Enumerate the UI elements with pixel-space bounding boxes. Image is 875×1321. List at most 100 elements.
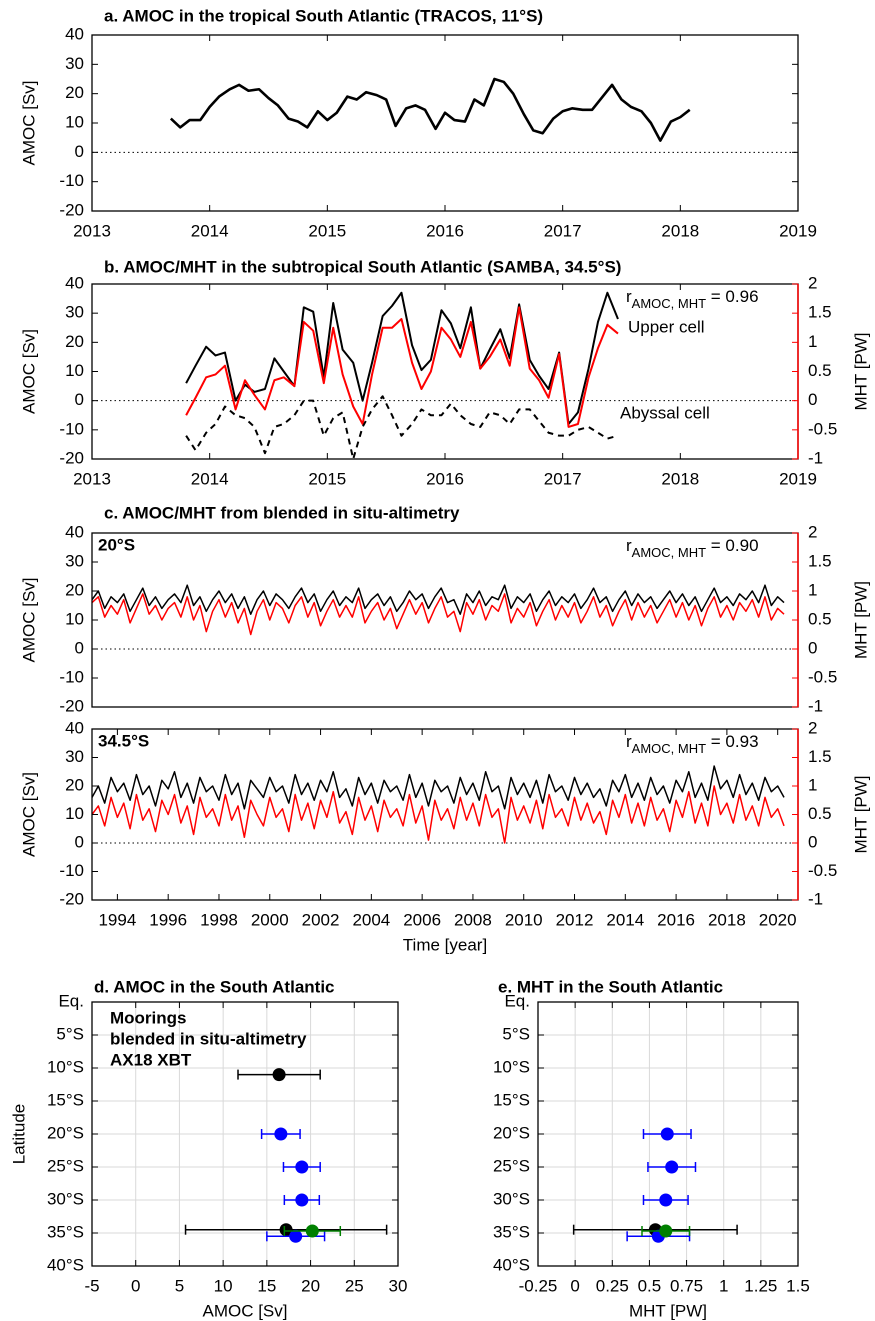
y-tick-label: -20 [59,889,84,908]
panel-label: 20°S [98,535,135,554]
y2-tick-label: 0.5 [808,361,832,380]
panel-title: a. AMOC in the tropical South Atlantic (… [104,6,543,25]
y-axis-label: AMOC [Sv] [19,577,38,662]
y2-tick-label: 0.5 [808,804,832,823]
y2-axis-label: MHT [PW] [851,332,870,410]
y2-axis-label: MHT [PW] [851,581,870,659]
y-tick-label: 10°S [47,1057,84,1076]
y-axis-label: AMOC [Sv] [19,772,38,857]
y2-tick-label: 2 [808,522,817,541]
point [274,1127,288,1141]
y2-tick-label: -1 [808,448,823,467]
series-line [169,77,691,142]
x-tick-label: 2000 [251,910,289,929]
series-line [91,593,785,636]
x-tick-label: 1.5 [786,1276,810,1295]
x-tick-label: 2016 [426,221,464,240]
y2-tick-label: 1.5 [808,747,832,766]
x-tick-label: 10 [214,1276,233,1295]
y-tick-label: 40 [65,522,84,541]
x-tick-label: 2012 [556,910,594,929]
y-tick-label: 0 [75,390,84,409]
x-tick-label: 0.75 [670,1276,703,1295]
panel-title: b. AMOC/MHT in the subtropical South Atl… [104,257,621,276]
y-tick-label: 30 [65,551,84,570]
y-tick-label: 5°S [502,1024,530,1043]
y-tick-label: -20 [59,696,84,715]
annotation-symbol: r [626,536,632,555]
series-line [185,306,619,428]
y2-tick-label: -1 [808,696,823,715]
y-tick-label: 10 [65,112,84,131]
y-tick-label: 10°S [493,1057,530,1076]
y2-tick-label: 0 [808,390,817,409]
y2-tick-label: 1.5 [808,303,832,322]
x-tick-label: 2002 [302,910,340,929]
x-tick-label: 2013 [73,221,111,240]
series-label: Abyssal cell [620,403,710,422]
x-tick-label: 2016 [426,469,464,488]
x-tick-label: 1.25 [744,1276,777,1295]
x-tick-label: 2016 [657,910,695,929]
annotation-subscript: AMOC, MHT [632,545,706,560]
y-tick-label: 40 [65,273,84,292]
x-tick-label: 2006 [403,910,441,929]
x-tick-label: 30 [389,1276,408,1295]
x-tick-label: 1 [719,1276,728,1295]
point [660,1127,674,1141]
series-line [91,765,785,810]
y-tick-label: -10 [59,171,84,190]
y-tick-label: 20 [65,83,84,102]
y-tick-label: 40 [65,24,84,43]
y-tick-label: 35°S [47,1222,84,1241]
x-tick-label: 2017 [544,221,582,240]
x-tick-label: 25 [345,1276,364,1295]
y-tick-label: 35°S [493,1222,530,1241]
x-tick-label: 2015 [308,469,346,488]
point [659,1224,673,1238]
annotation-subscript: AMOC, MHT [632,741,706,756]
y2-tick-label: 1 [808,580,817,599]
y-tick-label: 20 [65,580,84,599]
x-tick-label: 2008 [454,910,492,929]
x-tick-label: 0 [570,1276,579,1295]
y-tick-label: 30 [65,303,84,322]
x-axis-label: AMOC [Sv] [202,1301,287,1320]
x-tick-label: 2004 [352,910,390,929]
y-tick-label: 25°S [493,1156,530,1175]
annotation: rAMOC, MHT = 0.96 [626,287,759,311]
y-tick-label: -10 [59,861,84,880]
y2-tick-label: 1.5 [808,551,832,570]
y2-tick-label: -0.5 [808,419,837,438]
x-tick-label: 2017 [544,469,582,488]
y-tick-label: 30 [65,54,84,73]
y-tick-label: 20 [65,775,84,794]
x-tick-label: 1998 [200,910,238,929]
x-tick-label: 0.25 [596,1276,629,1295]
annotation-subscript: AMOC, MHT [632,296,706,311]
x-tick-label: 2018 [708,910,746,929]
x-tick-label: 1994 [98,910,136,929]
y-tick-label: 10 [65,609,84,628]
x-tick-label: 0 [131,1276,140,1295]
x-tick-label: -5 [84,1276,99,1295]
y-tick-label: -20 [59,200,84,219]
x-axis-label: MHT [PW] [629,1301,707,1320]
panel-label: 34.5°S [98,731,149,750]
y-tick-label: 15°S [47,1090,84,1109]
y-axis-label: AMOC [Sv] [19,80,38,165]
point [272,1068,286,1082]
y-tick-label: 10 [65,361,84,380]
annotation-symbol: r [626,287,632,306]
x-tick-label: 2015 [308,221,346,240]
x-tick-label: 2018 [661,469,699,488]
point [279,1223,293,1237]
series-line [91,785,785,844]
x-tick-label: 2010 [505,910,543,929]
y-tick-label: Eq. [58,991,84,1010]
x-tick-label: 2020 [759,910,797,929]
annotation-text: = 0.96 [706,287,758,306]
y-tick-label: 40°S [493,1255,530,1274]
series-line [185,395,619,460]
